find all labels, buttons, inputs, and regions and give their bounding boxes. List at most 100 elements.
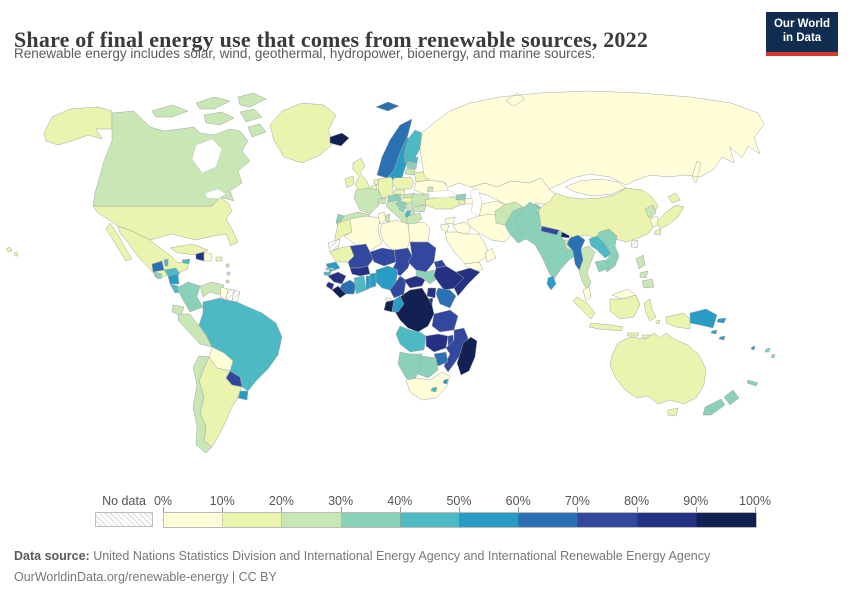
region-sri-lanka[interactable] [546,275,557,291]
region-togo[interactable] [365,275,371,291]
legend-tick-label: 80% [624,494,650,508]
region-ghana[interactable] [353,275,367,295]
region-iraq[interactable] [452,221,472,235]
region-taiwan[interactable] [630,239,639,249]
region-south-sudan[interactable] [415,269,439,285]
region-switzerland[interactable] [377,197,387,205]
region-australia[interactable] [609,332,707,417]
legend-swatch-90-100%[interactable] [696,513,756,527]
region-lithuania[interactable] [404,168,416,176]
region-czechia[interactable] [393,189,406,196]
region-nicaragua[interactable] [167,273,180,285]
region-mozambique[interactable] [443,327,469,373]
region-south-africa[interactable] [405,371,451,401]
region-mongolia[interactable] [564,178,627,197]
region-chad[interactable] [391,247,413,277]
region-colombia[interactable] [176,281,204,313]
region-serbia[interactable] [405,202,414,212]
legend-swatch-20-30%[interactable] [282,513,342,527]
region-syria[interactable] [444,216,456,225]
region-bulgaria[interactable] [412,204,427,213]
region-poland[interactable] [391,176,415,190]
region-cambodia[interactable] [594,259,610,273]
legend-swatch-40-50%[interactable] [400,513,460,527]
region-angola[interactable] [395,325,427,353]
region-botswana[interactable] [417,355,439,379]
region-peru[interactable] [177,313,213,348]
legend-swatch-10-20%[interactable] [223,513,283,527]
region-france[interactable] [353,187,383,215]
region-cote-divoire[interactable] [339,279,357,295]
data-source-line: Data source: United Nations Statistics D… [14,546,710,567]
region-armenia[interactable] [458,199,466,206]
region-oman[interactable] [484,247,497,263]
region-zambia[interactable] [425,333,449,353]
region-russia[interactable] [419,90,765,190]
legend-no-data[interactable]: No data [95,494,153,527]
region-sudan[interactable] [407,241,437,273]
region-saudi-arabia[interactable] [444,231,490,265]
region-lesotho[interactable] [430,386,438,393]
region-niger[interactable] [369,247,397,267]
region-solomon-islands[interactable] [710,329,726,341]
region-caribbean-islands[interactable] [225,263,231,284]
legend-swatch-50-60%[interactable] [459,513,520,527]
region-dominican-republic[interactable] [203,251,213,262]
region-bosnia[interactable] [398,205,407,213]
region-eswatini[interactable] [442,378,449,385]
region-puerto-rico[interactable] [215,256,223,262]
region-western-sahara[interactable] [327,238,341,253]
region-congo[interactable] [391,295,405,313]
region-somalia[interactable] [453,267,481,297]
region-greenland[interactable] [269,102,337,164]
region-equatorial-guinea[interactable] [385,297,392,302]
region-central-african-republic[interactable] [403,275,427,289]
region-senegal[interactable] [325,261,341,273]
region-belize[interactable] [163,258,169,267]
region-sierra-leone[interactable] [325,281,335,291]
region-kenya[interactable] [435,287,457,309]
region-namibia[interactable] [397,351,423,383]
region-north-korea[interactable] [644,204,657,219]
region-chile[interactable] [192,355,213,454]
region-vanuatu[interactable] [750,345,756,351]
region-tanzania[interactable] [431,309,459,333]
region-jordan-israel[interactable] [440,223,450,233]
region-indonesia[interactable] [572,294,691,339]
region-japan[interactable] [653,192,685,236]
region-benin[interactable] [369,272,377,289]
region-papua-new-guinea[interactable] [689,308,727,329]
region-philippines[interactable] [635,254,655,289]
region-jamaica[interactable] [181,258,191,265]
region-egypt[interactable] [407,221,431,243]
region-canada[interactable] [92,92,267,207]
region-el-salvador[interactable] [153,271,163,280]
region-usa[interactable] [5,106,239,257]
region-iceland[interactable] [329,132,350,147]
region-estonia[interactable] [408,156,419,164]
region-madagascar[interactable] [456,336,478,376]
region-ireland[interactable] [344,175,355,189]
legend-swatch-30-40%[interactable] [341,513,401,527]
region-latvia[interactable] [406,162,418,170]
region-uk[interactable] [352,157,371,193]
legend-swatch-80-90%[interactable] [637,513,697,527]
region-vietnam[interactable] [596,228,620,273]
legend-swatch-60-70%[interactable] [519,513,579,527]
region-honduras[interactable] [163,267,181,277]
legend-swatch-70-80%[interactable] [578,513,638,527]
region-guinea[interactable] [327,271,347,285]
owid-logo[interactable]: Our World in Data [766,12,838,56]
region-thailand[interactable] [578,245,596,291]
region-uganda[interactable] [426,287,437,299]
region-germany[interactable] [377,176,395,199]
legend-swatch-0-10%[interactable] [164,513,224,527]
region-fiji[interactable] [764,347,776,359]
region-libya[interactable] [379,219,411,253]
region-new-caledonia[interactable] [746,379,759,387]
license-line[interactable]: OurWorldinData.org/renewable-energy | CC… [14,570,277,585]
region-tunisia[interactable] [377,211,387,225]
region-new-zealand[interactable] [702,389,740,416]
region-algeria[interactable] [343,215,383,252]
region-gambia[interactable] [325,267,335,271]
